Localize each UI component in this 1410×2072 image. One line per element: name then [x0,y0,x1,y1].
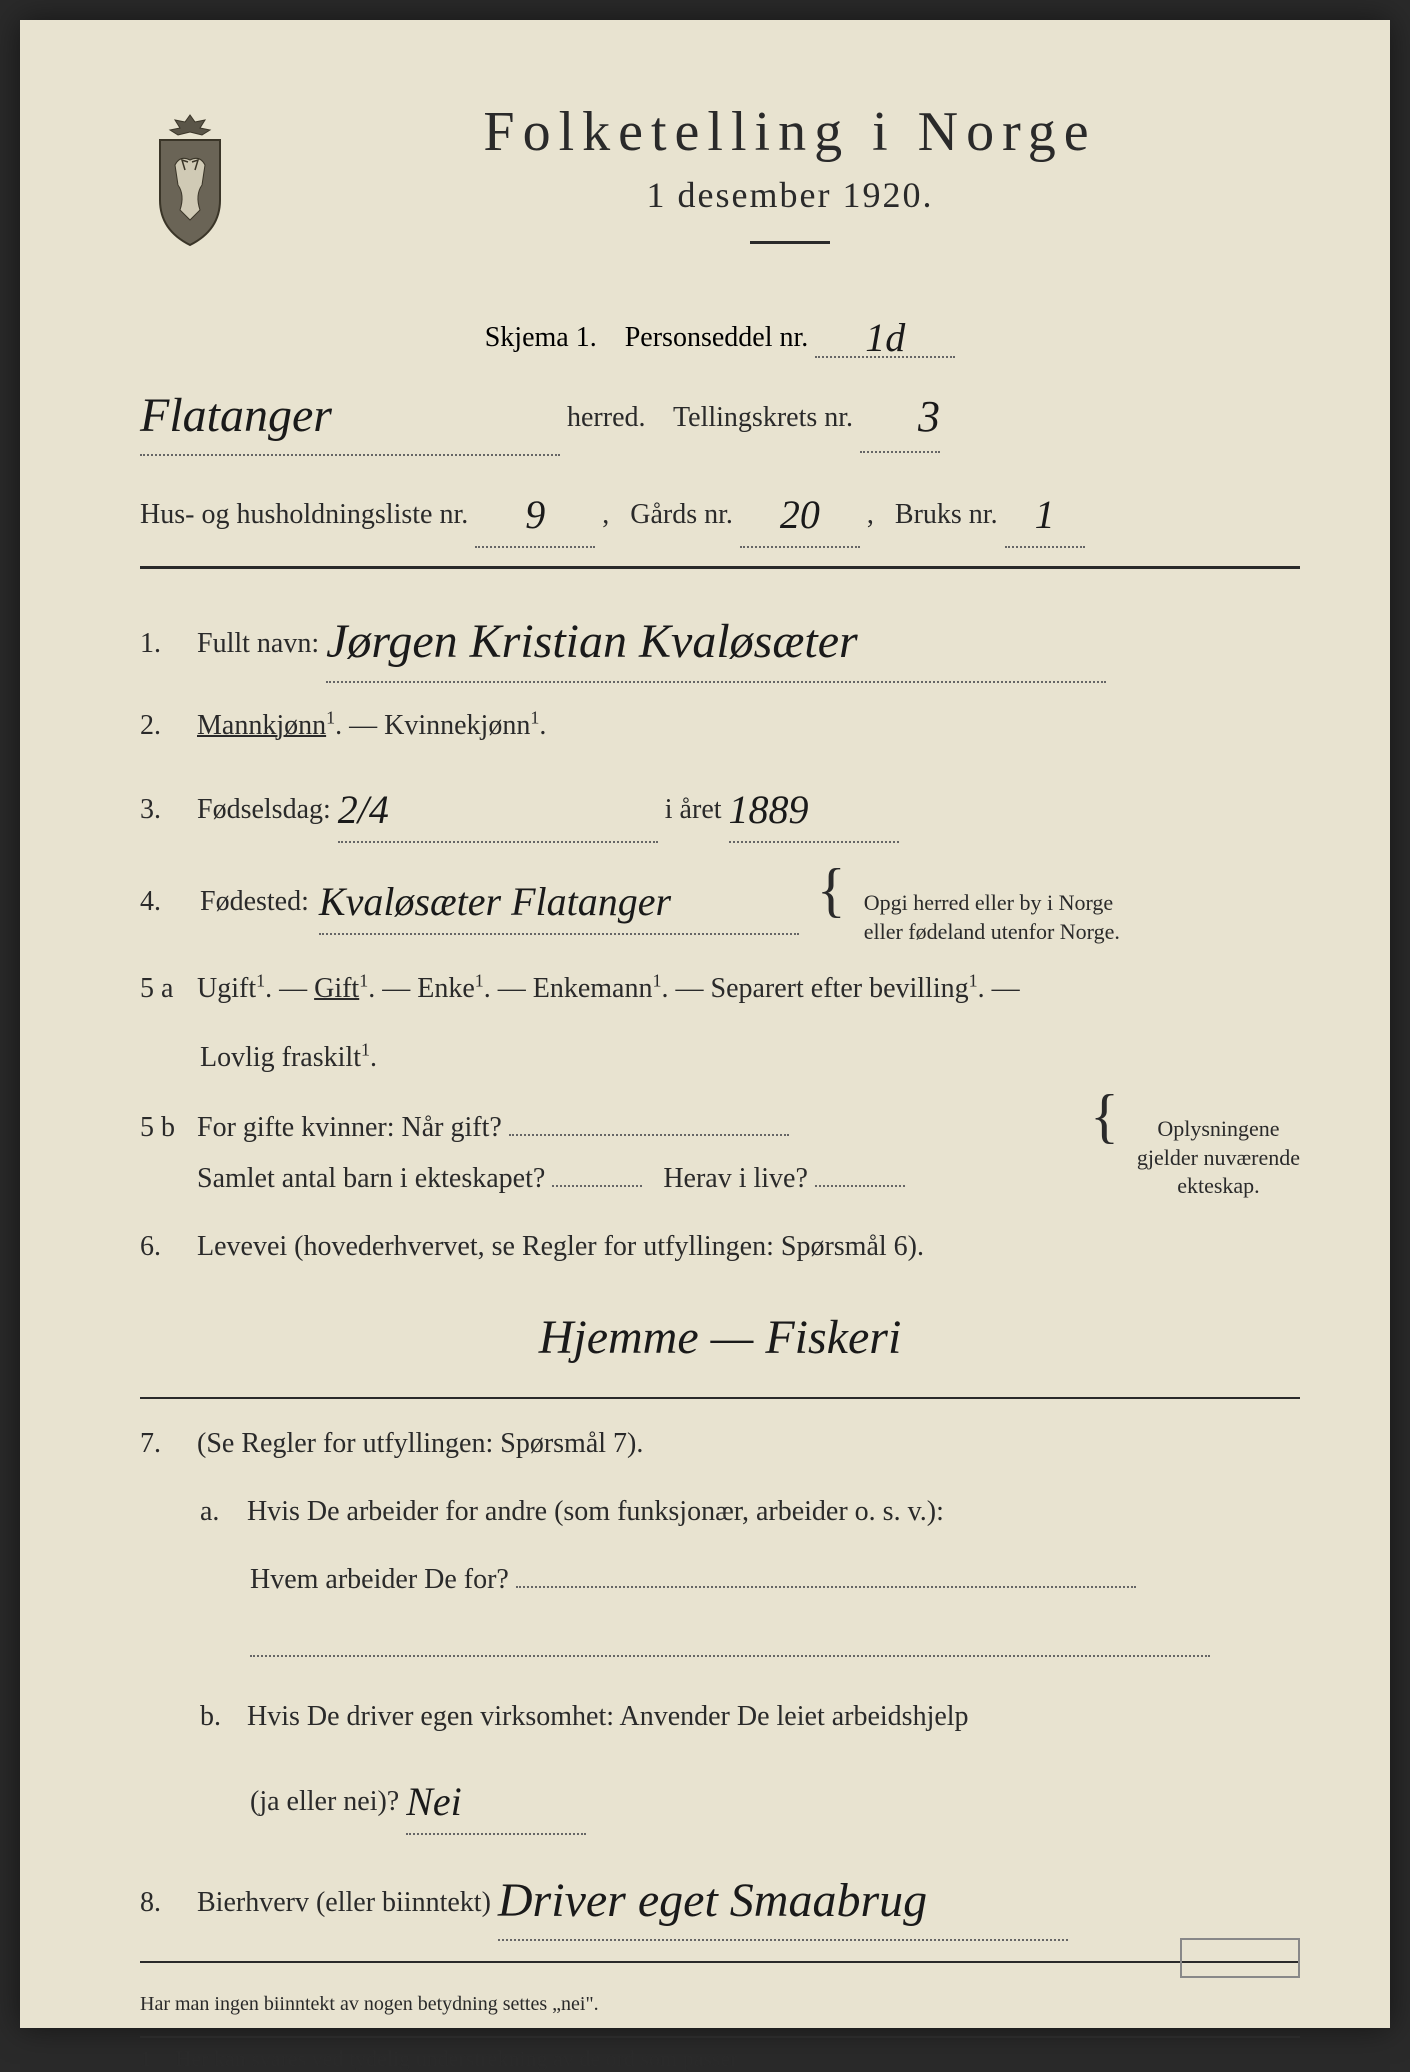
q5a-gift: Gift [314,973,359,1004]
q7b-text1: Hvis De driver egen virksomhet: Anvender… [247,1701,969,1732]
divider [140,566,1300,569]
q2-kvinne: Kvinnekjønn [384,710,530,741]
q1-label: Fullt navn: [197,628,319,659]
bruks-label: Bruks nr. [895,499,998,530]
brace-icon: { [1090,1101,1119,1131]
archive-stamp [1180,1938,1300,1978]
q1-num: 1. [140,619,190,669]
q7a-text2: Hvem arbeider De for? [250,1564,509,1595]
q4-hint: Opgi herred eller by i Norge eller fødel… [864,889,1120,946]
title-block: Folketelling i Norge 1 desember 1920. [280,100,1300,269]
husliste-line: Hus- og husholdningsliste nr. 9 , Gårds … [140,474,1300,548]
q5b-label1: For gifte kvinner: Når gift? [197,1112,502,1143]
q7-num: 7. [140,1419,190,1469]
q6-value: Hjemme — Fiskeri [539,1295,902,1381]
q5a-row2: Lovlig fraskilt1. [140,1033,1300,1083]
q7-row: 7. (Se Regler for utfyllingen: Spørsmål … [140,1419,1300,1469]
personseddel-nr: 1d [865,314,905,361]
q4-num: 4. [140,877,190,927]
q7b-row2: (ja eller nei)? Nei [140,1761,1300,1835]
q6-num: 6. [140,1222,190,1272]
census-form-page: Folketelling i Norge 1 desember 1920. Sk… [20,20,1390,2028]
q5a-fraskilt: Lovlig fraskilt [200,1042,361,1073]
q5b-label3: Herav i live? [663,1163,808,1194]
page-title: Folketelling i Norge [280,100,1300,164]
q7b-row: b. Hvis De driver egen virksomhet: Anven… [140,1692,1300,1742]
skjema-label: Skjema 1. [485,322,597,353]
footnote-text: Her kan svares ved tydelig understreknin… [176,2046,738,2071]
q8-label: Bierhverv (eller biinntekt) [197,1887,491,1918]
tellingskrets-nr: 3 [918,377,940,456]
q5b-num: 5 b [140,1103,190,1153]
q5a-enke: Enke [417,973,475,1004]
q7a-row2: Hvem arbeider De for? [140,1555,1300,1605]
q7a-row3 [140,1624,1300,1674]
q7-label: (Se Regler for utfyllingen: Spørsmål 7). [197,1428,643,1459]
q5b-row: 5 b For gifte kvinner: Når gift? Samlet … [140,1101,1300,1204]
q7a-row: a. Hvis De arbeider for andre (som funks… [140,1487,1300,1537]
q6-row: 6. Levevei (hovederhvervet, se Regler fo… [140,1222,1300,1272]
q7b-label: b. [200,1692,240,1742]
tellingskrets-label: Tellingskrets nr. [673,402,853,433]
bruks-nr: 1 [1035,479,1055,551]
q7b-text2: (ja eller nei)? [250,1786,399,1817]
q4-value: Kvaløsæter Flatanger [319,866,671,938]
q6-label: Levevei (hovederhvervet, se Regler for u… [197,1231,924,1262]
q3-label: Fødselsdag: [197,794,331,825]
q5b-hint3: ekteskap. [1177,1173,1259,1198]
q4-hint1: Opgi herred eller by i Norge [864,890,1113,915]
page-subtitle: 1 desember 1920. [280,174,1300,216]
q7a-text1: Hvis De arbeider for andre (som funksjon… [247,1496,944,1527]
q3-num: 3. [140,785,190,835]
gaards-label: Gårds nr. [630,499,733,530]
header: Folketelling i Norge 1 desember 1920. [140,100,1300,269]
q5b-hint1: Oplysningene [1157,1116,1279,1141]
husliste-nr: 9 [525,479,545,551]
herred-value: Flatanger [140,373,332,459]
footer-note1: Har man ingen biinntekt av nogen betydni… [140,1993,1300,2016]
q8-value: Driver eget Smaabrug [498,1858,927,1944]
q3-year: 1889 [729,774,809,846]
footnote-num: 1 [140,2046,170,2072]
herred-line: Flatanger herred. Tellingskrets nr. 3 [140,368,1300,456]
q5a-ugift: Ugift [197,973,256,1004]
q2-sep: — [349,710,384,741]
q4-row: 4. Fødested: Kvaløsæter Flatanger { Opgi… [140,861,1300,946]
q2-num: 2. [140,701,190,751]
husliste-label: Hus- og husholdningsliste nr. [140,499,468,530]
personseddel-label: Personseddel nr. [625,322,809,353]
footer-note2: 1 Her kan svares ved tydelig understrekn… [140,2036,1300,2072]
title-divider [750,241,830,244]
q7b-value: Nei [406,1766,462,1838]
q5a-separert: Separert efter bevilling [711,973,969,1004]
brace-icon: { [817,875,846,905]
q3-year-label: i året [665,794,722,825]
skjema-line: Skjema 1. Personseddel nr. 1d [140,309,1300,358]
q1-row: 1. Fullt navn: Jørgen Kristian Kvaløsæte… [140,594,1300,682]
herred-label: herred. [567,402,646,433]
q3-day: 2/4 [338,774,389,846]
q8-row: 8. Bierhverv (eller biinntekt) Driver eg… [140,1853,1300,1941]
q5a-enkemann: Enkemann [533,973,653,1004]
divider [140,1961,1300,1963]
q2-mann: Mannkjønn [197,710,326,741]
divider [140,1397,1300,1399]
q2-row: 2. Mannkjønn1. — Kvinnekjønn1. [140,701,1300,751]
q6-value-row: Hjemme — Fiskeri [140,1290,1300,1376]
q5b-label2: Samlet antal barn i ekteskapet? [197,1163,545,1194]
q5a-num: 5 a [140,964,190,1014]
q7a-label: a. [200,1487,240,1537]
q4-label: Fødested: [200,877,309,927]
q1-value: Jørgen Kristian Kvaløsæter [326,599,858,685]
q8-num: 8. [140,1878,190,1928]
coat-of-arms-icon [140,110,240,250]
q5b-hint: Oplysningene gjelder nuværende ekteskap. [1137,1115,1300,1201]
q3-row: 3. Fødselsdag: 2/4 i året 1889 [140,769,1300,843]
q4-hint2: eller fødeland utenfor Norge. [864,919,1120,944]
q5b-hint2: gjelder nuværende [1137,1145,1300,1170]
q5a-row: 5 a Ugift1. — Gift1. — Enke1. — Enkemann… [140,964,1300,1014]
gaards-nr: 20 [780,479,820,551]
